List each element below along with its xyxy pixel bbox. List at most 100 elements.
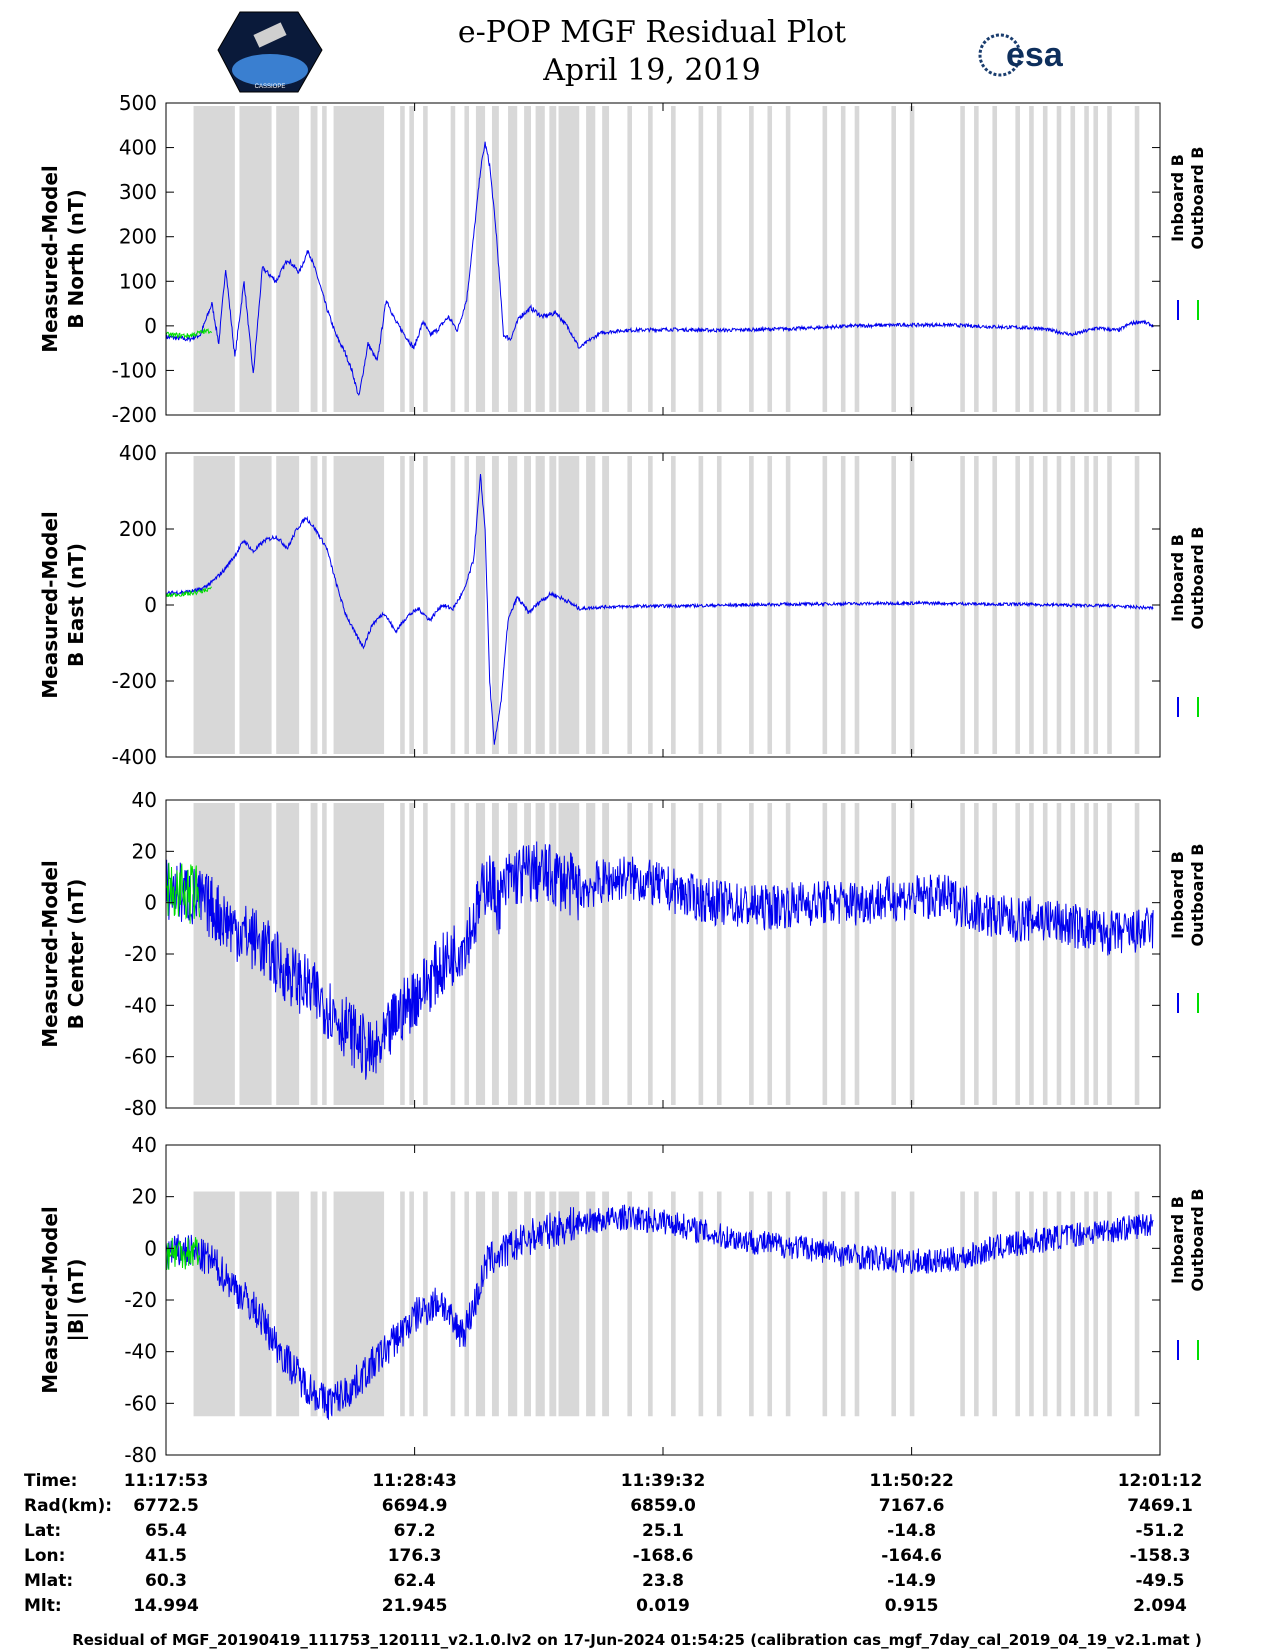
y-axis-label: B Center (nT) <box>64 879 88 1030</box>
shaded-interval <box>549 106 557 412</box>
shaded-interval <box>1056 1191 1062 1417</box>
shaded-interval <box>1107 106 1112 412</box>
table-cell: -14.9 <box>887 1571 936 1591</box>
y-axis-label: B East (nT) <box>64 543 88 667</box>
table-cell: 2.094 <box>1133 1596 1187 1616</box>
shaded-interval <box>749 803 754 1105</box>
shaded-interval <box>423 106 428 412</box>
shaded-interval <box>840 803 846 1105</box>
shaded-interval <box>475 106 486 412</box>
shaded-interval <box>450 456 456 754</box>
shaded-interval <box>549 1191 557 1417</box>
table-row-label: Lat: <box>24 1521 61 1541</box>
table-cell: 67.2 <box>394 1521 436 1541</box>
shaded-interval <box>1029 1191 1034 1417</box>
shaded-interval <box>464 106 470 412</box>
y-tick-label: 0 <box>144 314 157 338</box>
table-cell: 11:39:32 <box>621 1471 706 1491</box>
shaded-interval <box>822 456 828 754</box>
shaded-interval <box>648 1191 653 1417</box>
shaded-interval <box>491 456 499 754</box>
shaded-interval <box>960 803 965 1105</box>
shaded-interval <box>840 106 846 412</box>
y-tick-label: -40 <box>124 993 157 1017</box>
y-tick-label: 40 <box>132 788 157 812</box>
shaded-interval <box>909 1191 915 1417</box>
y-tick-label: -100 <box>112 358 157 382</box>
shaded-interval <box>322 1191 327 1417</box>
table-cell: 6859.0 <box>630 1496 696 1516</box>
shaded-interval <box>602 1191 610 1417</box>
shaded-interval <box>508 456 518 754</box>
shaded-interval <box>558 456 580 754</box>
shaded-interval <box>602 803 610 1105</box>
shaded-interval <box>508 1191 518 1417</box>
plot-title: e-POP MGF Residual Plot <box>458 15 846 50</box>
shaded-interval <box>423 456 428 754</box>
shaded-interval <box>450 1191 456 1417</box>
shaded-interval <box>193 1191 235 1417</box>
y-tick-label: -60 <box>124 1045 157 1069</box>
table-cell: -164.6 <box>881 1546 942 1566</box>
shaded-interval <box>627 803 633 1105</box>
shaded-interval <box>1093 1191 1099 1417</box>
table-cell: 65.4 <box>145 1521 187 1541</box>
shaded-interval <box>409 1191 414 1417</box>
legend-label: Outboard B <box>1188 527 1207 630</box>
shaded-interval <box>333 106 385 412</box>
table-cell: 11:50:22 <box>869 1471 954 1491</box>
table-cell: 7469.1 <box>1127 1496 1193 1516</box>
shaded-interval <box>1070 803 1076 1105</box>
shaded-interval <box>891 1191 897 1417</box>
shaded-interval <box>992 803 998 1105</box>
esa-logo: esa <box>978 33 1064 77</box>
shaded-interval <box>464 1191 470 1417</box>
table-cell: 0.915 <box>885 1596 939 1616</box>
y-tick-label: 40 <box>132 1133 157 1157</box>
y-tick-label: 400 <box>119 136 157 160</box>
shaded-interval <box>535 106 545 412</box>
y-tick-label: -60 <box>124 1391 157 1415</box>
shaded-interval <box>854 456 860 754</box>
legend-label: Inboard B <box>1168 1196 1187 1284</box>
shaded-interval <box>1029 803 1034 1105</box>
shaded-interval <box>423 803 428 1105</box>
shaded-interval <box>785 803 791 1105</box>
table-row-label: Time: <box>24 1471 77 1491</box>
table-cell: 11:28:43 <box>372 1471 457 1491</box>
shaded-interval <box>239 456 272 754</box>
shaded-interval <box>1093 106 1099 412</box>
table-cell: 7167.6 <box>879 1496 945 1516</box>
shaded-interval <box>1056 803 1062 1105</box>
shaded-interval <box>549 803 557 1105</box>
shaded-interval <box>627 1191 633 1417</box>
shaded-interval <box>909 106 915 412</box>
table-cell: -158.3 <box>1130 1546 1191 1566</box>
shaded-interval <box>475 803 486 1105</box>
shaded-interval <box>558 106 580 412</box>
shaded-interval <box>749 1191 754 1417</box>
shaded-interval <box>310 456 318 754</box>
legend-label: Inboard B <box>1168 154 1187 242</box>
shaded-interval <box>822 1191 828 1417</box>
y-tick-label: 200 <box>119 225 157 249</box>
y-tick-label: -80 <box>124 1096 157 1120</box>
y-tick-label: -200 <box>112 669 157 693</box>
series-line-outboard <box>165 327 212 340</box>
legend-label: Inboard B <box>1168 851 1187 939</box>
shaded-interval <box>400 1191 405 1417</box>
table-cell: -51.2 <box>1136 1521 1185 1541</box>
shaded-interval <box>475 456 486 754</box>
table-cell: 60.3 <box>145 1571 187 1591</box>
shaded-interval <box>960 106 965 412</box>
shaded-interval <box>974 803 979 1105</box>
shaded-interval <box>698 803 704 1105</box>
shaded-interval <box>524 106 532 412</box>
legend-label: Outboard B <box>1188 1189 1207 1292</box>
table-cell: 0.019 <box>636 1596 690 1616</box>
shaded-interval <box>716 106 722 412</box>
y-tick-label: 0 <box>144 1236 157 1260</box>
shaded-interval <box>276 456 300 754</box>
series-line-outboard <box>165 1237 201 1271</box>
